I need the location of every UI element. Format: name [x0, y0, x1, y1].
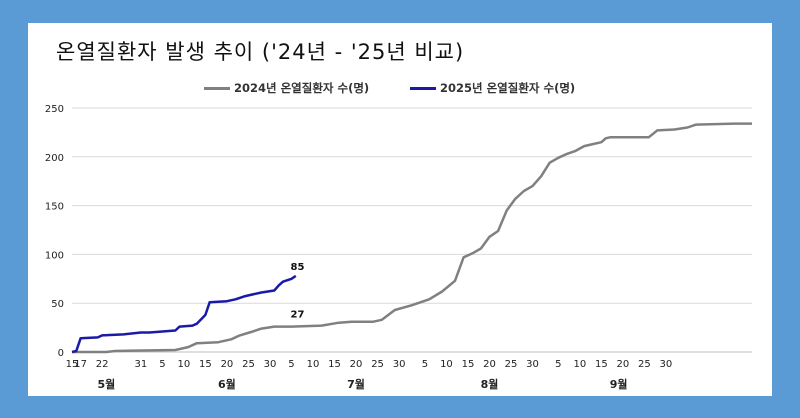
month-label: 6월 — [218, 377, 236, 391]
x-tick-label: 5 — [159, 359, 165, 370]
x-tick-label: 30 — [264, 359, 277, 370]
legend-swatch-2025 — [410, 86, 436, 90]
x-tick-label: 30 — [393, 359, 406, 370]
chart-legend: 2024년 온열질환자 수(명) 2025년 온열질환자 수(명) — [0, 78, 800, 98]
series-line-2025 — [71, 274, 297, 354]
legend-entry-2025: 2025년 온열질환자 수(명) — [410, 78, 575, 98]
x-tick-label: 25 — [638, 359, 651, 370]
x-tick-label: 25 — [371, 359, 384, 370]
x-tick-label: 31 — [134, 359, 147, 370]
series-line-2024 — [72, 122, 752, 354]
x-tick-label: 25 — [505, 359, 518, 370]
month-label: 8월 — [481, 377, 499, 391]
chart-title: 온열질환자 발생 추이 ('24년 - '25년 비교) — [56, 40, 465, 64]
x-tick-label: 10 — [307, 359, 320, 370]
x-tick-label: 20 — [483, 359, 496, 370]
x-tick-label: 10 — [440, 359, 453, 370]
x-tick-label: 5 — [288, 359, 294, 370]
legend-swatch-2024 — [204, 86, 230, 90]
y-tick-label: 100 — [45, 250, 64, 261]
month-label: 5월 — [98, 377, 116, 391]
chart-frame — [28, 23, 772, 396]
y-tick-label: 250 — [45, 104, 64, 115]
y-tick-label: 50 — [51, 299, 64, 310]
y-tick-label: 0 — [58, 348, 64, 359]
legend-label-2025: 2025년 온열질환자 수(명) — [440, 81, 576, 95]
x-tick-label: 15 — [199, 359, 212, 370]
legend-entry-2024: 2024년 온열질환자 수(명) — [204, 78, 369, 98]
legend-label-2024: 2024년 온열질환자 수(명) — [234, 81, 370, 95]
x-tick-label: 20 — [617, 359, 630, 370]
x-tick-label: 15 — [462, 359, 475, 370]
x-tick-label: 20 — [221, 359, 234, 370]
month-label: 7월 — [347, 377, 365, 391]
x-tick-label: 17 — [74, 359, 87, 370]
x-tick-label: 15 — [595, 359, 608, 370]
month-label: 9월 — [610, 377, 628, 391]
x-tick-label: 10 — [178, 359, 191, 370]
x-tick-label: 5 — [422, 359, 428, 370]
x-tick-label: 30 — [526, 359, 539, 370]
x-tick-label: 10 — [573, 359, 586, 370]
data-label-2024: 27 — [291, 310, 305, 321]
x-tick-label: 22 — [96, 359, 109, 370]
y-tick-label: 200 — [45, 153, 64, 164]
x-tick-label: 15 — [328, 359, 341, 370]
y-tick-label: 150 — [45, 202, 64, 213]
x-tick-label: 25 — [242, 359, 255, 370]
x-tick-label: 15 — [66, 359, 79, 370]
x-tick-label: 20 — [350, 359, 363, 370]
data-label-2025: 85 — [291, 262, 305, 273]
x-tick-label: 30 — [660, 359, 673, 370]
x-tick-label: 5 — [555, 359, 561, 370]
